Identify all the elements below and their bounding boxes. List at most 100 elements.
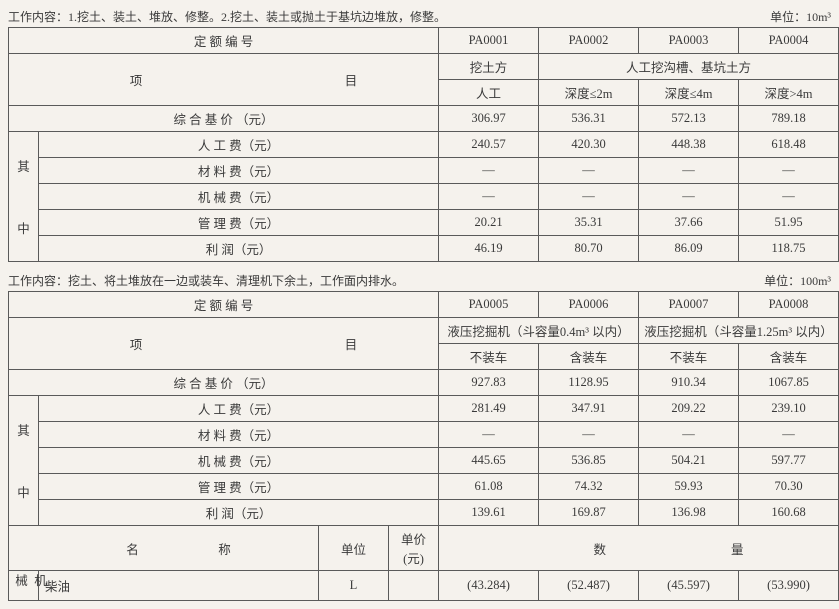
t2-qty-label: 数量 (439, 526, 839, 571)
t1-labor-1: 420.30 (539, 132, 639, 158)
t1-labor-0: 240.57 (439, 132, 539, 158)
t2-code-2: PA0007 (639, 292, 739, 318)
t1-mgmt-3: 51.95 (739, 210, 839, 236)
t1-mat-1: — (539, 158, 639, 184)
t2-name-label: 名称 (9, 526, 319, 571)
t1-code-1: PA0002 (539, 28, 639, 54)
table2-header: 工作内容：挖土、将土堆放在一边或装车、清理机下余土，工作面内排水。 单位：100… (8, 272, 831, 289)
t2-sub-2: 机 械 费（元） (39, 448, 439, 474)
t1-subcat-0: 人工 (439, 80, 539, 106)
t1-sub-2: 机 械 费（元） (39, 184, 439, 210)
t2-unitlabel: 单位 (319, 526, 389, 571)
t2-labor-0: 281.49 (439, 396, 539, 422)
t2-mach-0: 445.65 (439, 448, 539, 474)
t2-subcat-0: 不装车 (439, 344, 539, 370)
table1: 定 额 编 号 PA0001 PA0002 PA0003 PA0004 项目 挖… (8, 27, 839, 262)
t1-mgmt-0: 20.21 (439, 210, 539, 236)
t2-bp-0: 927.83 (439, 370, 539, 396)
t1-work-content: 工作内容：1.挖土、装土、堆放、修整。2.挖土、装土或抛土于基坑边堆放，修整。 (8, 8, 446, 25)
t1-mach-2: — (639, 184, 739, 210)
t2-price-label: 综 合 基 价 （元） (9, 370, 439, 396)
t2-cat2: 液压挖掘机（斗容量1.25m³ 以内） (639, 318, 839, 344)
t1-sub-3: 管 理 费（元） (39, 210, 439, 236)
t2-profit-1: 169.87 (539, 500, 639, 526)
t1-qizhong: 其 中 (9, 132, 39, 262)
t1-code-2: PA0003 (639, 28, 739, 54)
t2-labor-1: 347.91 (539, 396, 639, 422)
t1-subcat-2: 深度≤4m (639, 80, 739, 106)
t2-profit-3: 160.68 (739, 500, 839, 526)
t1-cat1: 挖土方 (439, 54, 539, 80)
t1-subcat-3: 深度>4m (739, 80, 839, 106)
t2-mat-0: — (439, 422, 539, 448)
t2-mat-3: — (739, 422, 839, 448)
t2-diesel-0: (43.284) (439, 571, 539, 601)
t1-subcat-1: 深度≤2m (539, 80, 639, 106)
t1-bp-1: 536.31 (539, 106, 639, 132)
t2-sub-3: 管 理 费（元） (39, 474, 439, 500)
t2-mgmt-2: 59.93 (639, 474, 739, 500)
t2-bp-3: 1067.85 (739, 370, 839, 396)
t1-unit: 单位：10m³ (770, 8, 831, 25)
t2-diesel-1: (52.487) (539, 571, 639, 601)
t1-mgmt-1: 35.31 (539, 210, 639, 236)
t2-mat-2: — (639, 422, 739, 448)
t2-sub-4: 利 润（元） (39, 500, 439, 526)
t2-mat-1: — (539, 422, 639, 448)
t1-profit-3: 118.75 (739, 236, 839, 262)
t2-diesel-2: (45.597) (639, 571, 739, 601)
t1-mat-0: — (439, 158, 539, 184)
t1-mgmt-2: 37.66 (639, 210, 739, 236)
t1-mach-0: — (439, 184, 539, 210)
t2-profit-0: 139.61 (439, 500, 539, 526)
t1-bp-3: 789.18 (739, 106, 839, 132)
t2-jixie: 机械 (9, 571, 39, 601)
t2-subcat-3: 含装车 (739, 344, 839, 370)
t2-mgmt-3: 70.30 (739, 474, 839, 500)
t2-cat1: 液压挖掘机（斗容量0.4m³ 以内） (439, 318, 639, 344)
t1-profit-2: 86.09 (639, 236, 739, 262)
t2-mach-3: 597.77 (739, 448, 839, 474)
t2-code-1: PA0006 (539, 292, 639, 318)
t2-labor-2: 209.22 (639, 396, 739, 422)
t2-qizhong: 其 中 (9, 396, 39, 526)
table2: 定 额 编 号 PA0005 PA0006 PA0007 PA0008 项目 液… (8, 291, 839, 601)
t2-labor-3: 239.10 (739, 396, 839, 422)
t2-diesel: 柴油 (39, 571, 319, 601)
table1-header: 工作内容：1.挖土、装土、堆放、修整。2.挖土、装土或抛土于基坑边堆放，修整。 … (8, 8, 831, 25)
t1-mat-3: — (739, 158, 839, 184)
t2-unitprice: 单价(元) (389, 526, 439, 571)
t2-mgmt-0: 61.08 (439, 474, 539, 500)
t2-mach-2: 504.21 (639, 448, 739, 474)
t1-mat-2: — (639, 158, 739, 184)
t1-item-label: 项目 (9, 54, 439, 106)
t1-sub-0: 人 工 费（元） (39, 132, 439, 158)
t1-bp-2: 572.13 (639, 106, 739, 132)
t1-mach-1: — (539, 184, 639, 210)
t2-work-content: 工作内容：挖土、将土堆放在一边或装车、清理机下余土，工作面内排水。 (8, 272, 404, 289)
t2-profit-2: 136.98 (639, 500, 739, 526)
t1-price-label: 综 合 基 价 （元） (9, 106, 439, 132)
t2-diesel-3: (53.990) (739, 571, 839, 601)
t1-profit-0: 46.19 (439, 236, 539, 262)
t2-code-0: PA0005 (439, 292, 539, 318)
t2-diesel-unit: L (319, 571, 389, 601)
t2-item-label: 项目 (9, 318, 439, 370)
t1-mach-3: — (739, 184, 839, 210)
t1-quota-label: 定 额 编 号 (9, 28, 439, 54)
t1-bp-0: 306.97 (439, 106, 539, 132)
t2-sub-1: 材 料 费（元） (39, 422, 439, 448)
t2-unit: 单位：100m³ (764, 272, 831, 289)
t2-code-3: PA0008 (739, 292, 839, 318)
t1-code-0: PA0001 (439, 28, 539, 54)
t2-diesel-price (389, 571, 439, 601)
t1-sub-4: 利 润（元） (39, 236, 439, 262)
t2-sub-0: 人 工 费（元） (39, 396, 439, 422)
t2-mach-1: 536.85 (539, 448, 639, 474)
t1-sub-1: 材 料 费（元） (39, 158, 439, 184)
t2-mgmt-1: 74.32 (539, 474, 639, 500)
t1-labor-3: 618.48 (739, 132, 839, 158)
t2-quota-label: 定 额 编 号 (9, 292, 439, 318)
t1-cat2: 人工挖沟槽、基坑土方 (539, 54, 839, 80)
t2-subcat-2: 不装车 (639, 344, 739, 370)
